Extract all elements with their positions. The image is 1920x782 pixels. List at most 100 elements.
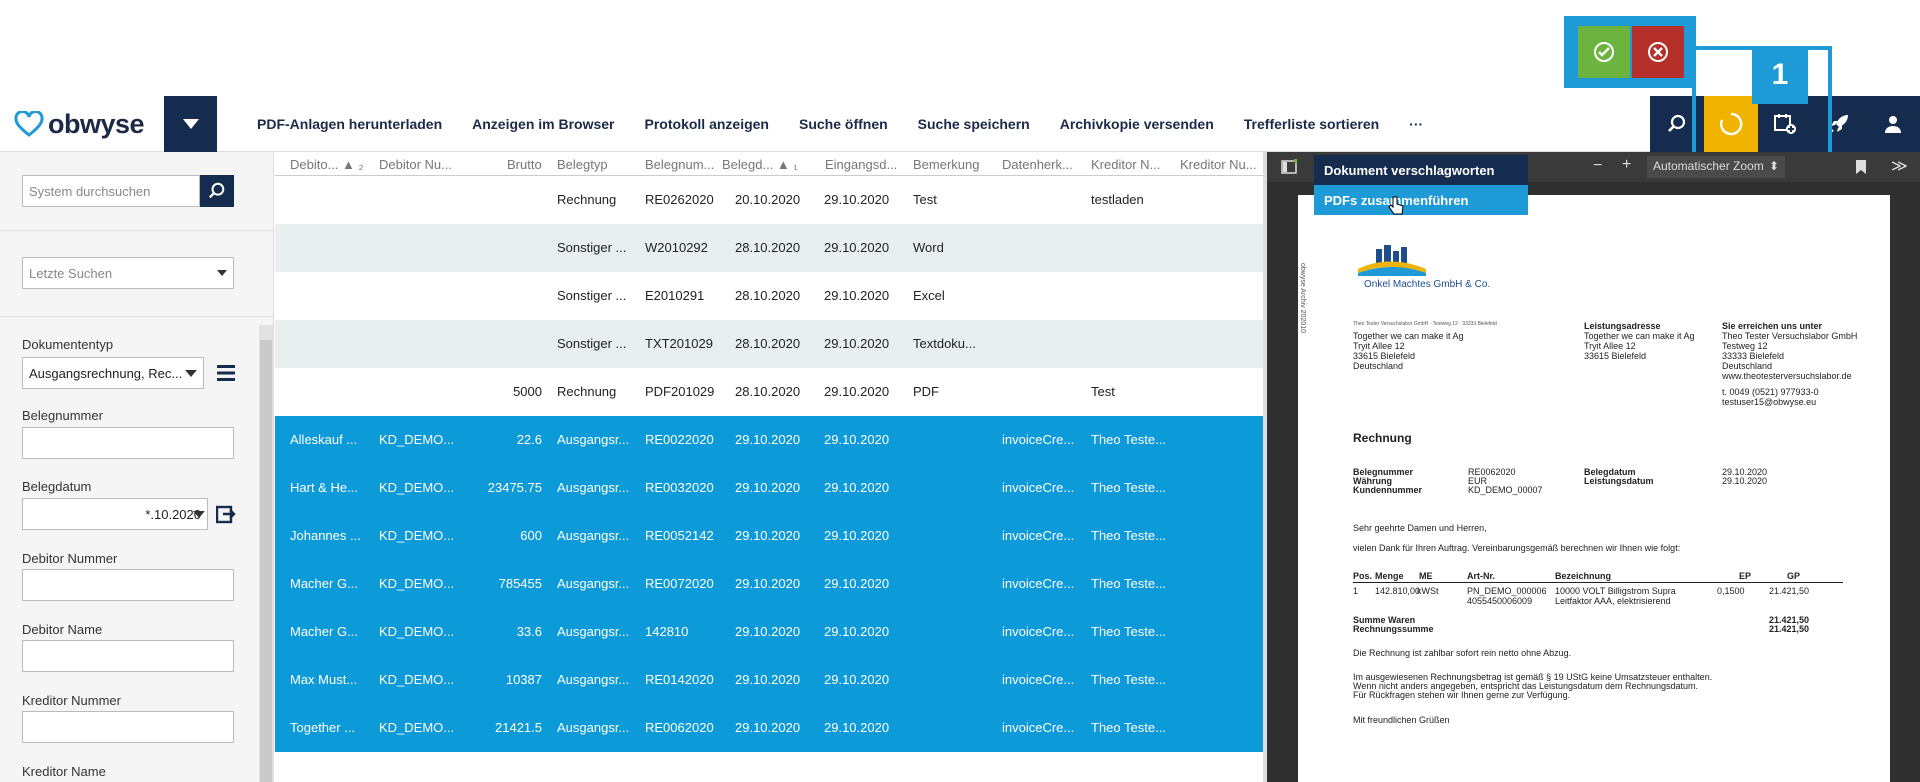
col-kreditor-name[interactable]: Kreditor N... [1091,157,1161,172]
nav-more[interactable]: ··· [1409,116,1424,132]
belegdatum-dropdown-button[interactable] [188,498,210,530]
recent-searches-select[interactable]: Letzte Suchen [22,257,234,289]
sidebar-toggle-button[interactable] [1281,158,1299,175]
table-row[interactable]: Sonstiger ... TXT201029 28.10.2020 29.10.20… [275,320,1263,368]
meta-label: Kundennummer [1353,485,1423,495]
pane-splitter[interactable] [1263,152,1267,782]
tax-note: Für Rückfragen stehen wir Ihnen gerne zu… [1353,690,1571,700]
meta-label: Leistungsdatum [1584,476,1654,486]
cell-debitor-name: Johannes ... [290,528,361,543]
belegnummer-input[interactable] [22,427,234,459]
table-row[interactable]: Sonstiger ... E2010291 28.10.2020 29.10.202… [275,272,1263,320]
cell-belegtyp: Sonstiger ... [557,240,627,255]
nav-view-browser[interactable]: Anzeigen im Browser [472,116,615,132]
cell-belegdatum: 29.10.2020 [735,576,801,591]
kreditor-nummer-label: Kreditor Nummer [22,693,121,708]
cell-belegtyp: Sonstiger ... [557,288,627,303]
debitor-name-input[interactable] [22,640,234,672]
nav-save-search[interactable]: Suche speichern [917,116,1030,132]
system-search-input[interactable]: System durchsuchen [22,175,200,207]
col-debitor-name[interactable]: Debito... ▲ ₂ [290,157,364,172]
cell-debitor-name: Max Must... [290,672,358,687]
cell-bemerkung: Test [913,192,937,207]
cell-belegnummer: RE0022020 [645,432,714,447]
meta-value: EUR [1468,476,1488,486]
table-row[interactable]: Max Must... KD_DEMO... 10387 Ausgangsr... RE… [275,656,1263,704]
launch-button[interactable] [1812,96,1866,152]
col-eingangsdatum[interactable]: Eingangsd... [825,157,898,172]
nav-pdf-download[interactable]: PDF-Anlagen herunterladen [257,116,443,132]
date-range-button[interactable] [215,504,236,524]
col-belegnummer[interactable]: Belegnum... [645,157,715,172]
col-kreditor-nummer[interactable]: Kreditor Nu... [1180,157,1257,172]
col-debitor-nummer[interactable]: Debitor Nu... [379,157,452,172]
main-menu-button[interactable] [164,96,217,152]
cell-bemerkung: PDF [913,384,939,399]
cell-belegtyp: Rechnung [557,192,617,207]
col-bemerkung[interactable]: Bemerkung [913,157,980,172]
contact-title: Sie erreichen uns unter [1722,321,1823,331]
action-menu: PDF-Anlagen herunterladen Anzeigen im Br… [257,96,1423,152]
col-datenherkunft[interactable]: Datenherk... [1002,157,1073,172]
nav-protocol[interactable]: Protokoll anzeigen [644,116,769,132]
cell-belegtyp: Ausgangsr... [557,576,630,591]
meta-right-labels: Belegdatum Leistungsdatum [1584,468,1654,486]
table-row[interactable]: Johannes ... KD_DEMO... 600 Ausgangsr... RE0… [275,512,1263,560]
debitor-nummer-input[interactable] [22,569,234,601]
refresh-button[interactable] [1704,96,1758,152]
doctype-select[interactable]: Ausgangsrechnung, Rec... [22,357,204,389]
search-submit-button[interactable] [200,175,234,207]
cell-eingangsdatum: 29.10.2020 [824,480,890,495]
table-row[interactable]: 5000 Rechnung PDF201029 28.10.2020 29.10.202… [275,368,1263,416]
calendar-add-button[interactable] [1758,96,1812,152]
sum-label: Summe Waren [1353,615,1416,625]
reject-button[interactable] [1632,26,1684,78]
cell-belegnummer: E2010291 [645,288,705,303]
meta-right-values: 29.10.2020 29.10.2020 [1722,468,1767,486]
bookmark-button[interactable] [1855,159,1867,175]
contact-line: 33333 Bielefeld [1722,351,1785,361]
service-address: Leistungsadresse Together we can make it… [1584,321,1695,361]
service-address-title: Leistungsadresse [1584,321,1661,331]
item-cell: Leitfaktor AAA, elektrisierend [1555,596,1671,606]
table-row[interactable]: Macher G... KD_DEMO... 33.6 Ausgangsr... 142… [275,608,1263,656]
addr-line: Deutschland [1353,361,1404,371]
kreditor-nummer-input[interactable] [22,711,234,743]
menu-merge-pdfs[interactable]: PDFs zusammenführen [1314,185,1528,215]
table-row[interactable]: Together ... KD_DEMO... 21421.5 Ausgangsr..… [275,704,1263,752]
col-brutto[interactable]: Brutto [507,157,542,172]
meta-label: Währung [1353,476,1392,486]
col-belegtyp[interactable]: Belegtyp [557,157,608,172]
belegdatum-input[interactable]: *.10.2020 [22,498,208,530]
addr-line: 33615 Bielefeld [1584,351,1647,361]
meta-value: 29.10.2020 [1722,476,1768,486]
zoom-select[interactable]: Automatischer Zoom ⬍ [1647,156,1785,178]
approve-button[interactable] [1578,26,1630,78]
menu-tag-document[interactable]: Dokument verschlagworten [1324,163,1495,178]
debitor-nummer-label: Debitor Nummer [22,551,118,566]
user-button[interactable] [1866,96,1920,152]
more-tools-button[interactable]: ≫ [1891,158,1908,175]
cell-belegnummer: RE0142020 [645,672,714,687]
table-row[interactable]: Hart & He... KD_DEMO... 23475.75 Ausgangsr.… [275,464,1263,512]
doctype-list-button[interactable] [216,363,236,383]
cell-belegdatum: 29.10.2020 [735,672,801,687]
logo-heart-icon [14,111,44,137]
total-label: Rechnungssumme [1353,624,1434,634]
col-belegdatum[interactable]: Belegd... ▲ ₁ [722,157,798,172]
item-cell: 1 [1353,586,1359,596]
tax-note: Wenn nicht anders angegeben, entspricht … [1353,681,1699,691]
zoom-in-button[interactable]: + [1622,156,1632,173]
contact-block: Sie erreichen uns unter Theo Tester Vers… [1722,321,1857,407]
nav-send-archive[interactable]: Archivkopie versenden [1059,116,1214,132]
table-row[interactable]: Macher G... KD_DEMO... 785455 Ausgangsr... R… [275,560,1263,608]
zoom-out-button[interactable]: − [1593,157,1603,174]
table-row[interactable]: Sonstiger ... W2010292 28.10.2020 29.10.202… [275,224,1263,272]
nav-sort-results[interactable]: Trefferliste sortieren [1243,116,1380,132]
nav-open-search[interactable]: Suche öffnen [798,116,888,132]
table-row[interactable]: Alleskauf ... KD_DEMO... 22.6 Ausgangsr... R… [275,416,1263,464]
contact-line: testuser15@obwyse.eu [1722,397,1817,407]
closing: Mit freundlichen Grüßen [1353,715,1450,725]
table-row[interactable]: Rechnung RE0262020 20.10.2020 29.10.2020 Tes… [275,176,1263,224]
sidebar-scrollbar-thumb[interactable] [260,340,272,782]
